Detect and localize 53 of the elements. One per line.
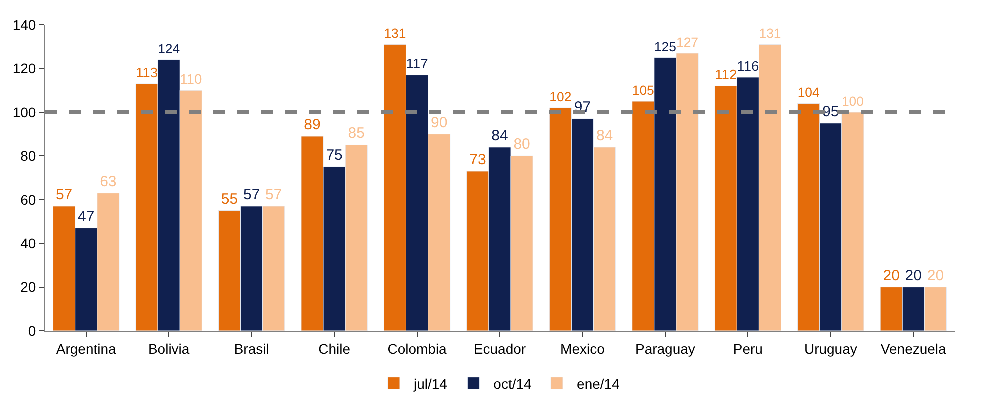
x-tick-label: Colombia	[388, 340, 448, 357]
data-label: 105	[632, 82, 654, 98]
data-label: 20	[905, 267, 922, 284]
data-label: 47	[78, 208, 95, 226]
data-label: 131	[759, 26, 782, 42]
data-label: 102	[550, 90, 572, 105]
x-tick-label: Uruguay	[804, 340, 858, 357]
y-tick-label: 120	[12, 60, 36, 77]
data-label: 20	[927, 267, 944, 284]
legend-label: ene/14	[577, 376, 620, 392]
data-label: 57	[266, 186, 282, 204]
y-tick-label: 140	[12, 16, 36, 33]
data-label: 89	[304, 116, 321, 134]
data-label: 131	[384, 26, 406, 42]
data-label: 57	[243, 186, 260, 204]
x-tick-label: Ecuador	[474, 340, 526, 357]
data-label: 116	[737, 58, 760, 74]
data-label: 117	[406, 56, 428, 72]
legend-label: oct/14	[494, 376, 532, 392]
data-label: 75	[326, 147, 343, 164]
y-tick-label: 60	[20, 192, 36, 208]
data-label: 112	[715, 66, 738, 83]
x-tick-label: Bolivia	[148, 340, 190, 357]
data-label: 63	[100, 173, 117, 190]
data-label: 55	[221, 190, 238, 208]
data-label: 125	[654, 39, 676, 54]
x-tick-label: Mexico	[560, 340, 606, 357]
data-label: 127	[676, 34, 699, 50]
x-tick-label: Argentina	[56, 340, 117, 357]
y-tick-label: 0	[28, 322, 36, 339]
data-label: 57	[56, 186, 73, 204]
data-label: 84	[492, 127, 508, 144]
data-label: 90	[430, 114, 448, 132]
x-tick-label: Peru	[733, 340, 763, 357]
y-tick-label: 100	[12, 104, 36, 120]
x-tick-label: Chile	[318, 340, 351, 357]
data-label: 20	[883, 267, 900, 284]
y-tick-label: 20	[20, 279, 36, 296]
x-tick-label: Venezuela	[880, 340, 947, 357]
data-label: 85	[348, 125, 365, 142]
x-tick-label: Paraguay	[635, 340, 696, 357]
data-label: 80	[514, 136, 530, 154]
data-label: 84	[596, 127, 614, 144]
data-label: 100	[842, 94, 864, 109]
data-label: 104	[798, 85, 820, 100]
data-label: 124	[158, 41, 180, 56]
legend-label: jul/14	[413, 376, 448, 392]
y-tick-label: 40	[20, 235, 36, 252]
data-label: 110	[180, 70, 202, 87]
y-tick-label: 80	[20, 148, 36, 164]
data-label: 113	[136, 64, 158, 80]
x-tick-label: Brasil	[234, 340, 270, 357]
data-label: 73	[470, 151, 486, 168]
